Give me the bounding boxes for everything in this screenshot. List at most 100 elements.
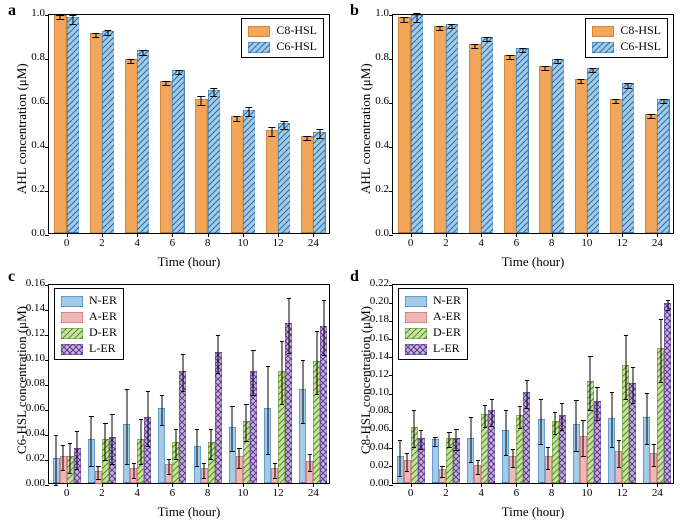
legend-item: L-ER [405, 340, 461, 356]
x-axis-title: Time (hour) [48, 504, 330, 520]
bar [434, 26, 446, 233]
ytick-label: 1.0 [375, 7, 393, 19]
xtick-label: 10 [237, 483, 248, 499]
ytick-label: 0.02 [370, 459, 393, 471]
bar [645, 114, 657, 233]
xtick-label: 4 [478, 233, 484, 249]
ytick-label: 0.6 [31, 95, 49, 107]
bar [208, 90, 220, 233]
legend-label: N-ER [89, 292, 117, 308]
legend-label: A-ER [433, 308, 461, 324]
legend-label: A-ER [89, 308, 117, 324]
legend-label: L-ER [433, 340, 460, 356]
xtick-label: 12 [273, 233, 284, 249]
legend-item: C6-HSL [248, 38, 317, 54]
bar [67, 17, 79, 233]
legend-label: C8-HSL [620, 22, 661, 38]
legend-label: D-ER [433, 324, 461, 340]
panel-label-a: a [8, 2, 16, 20]
ytick-label: 0.22 [370, 277, 393, 289]
panel-label-d: d [350, 268, 359, 286]
xtick-label: 4 [134, 483, 140, 499]
bar [575, 79, 587, 233]
xtick-label: 0 [408, 483, 414, 499]
bar [195, 99, 207, 233]
panel-label-c: c [8, 268, 15, 286]
legend-item: D-ER [405, 324, 461, 340]
legend-label: N-ER [433, 292, 461, 308]
legend: N-ERA-ERD-ERL-ER [54, 288, 124, 360]
xtick-label: 8 [205, 483, 211, 499]
bar [313, 132, 325, 233]
bar [587, 68, 599, 233]
bar [552, 59, 564, 233]
legend-label: C6-HSL [276, 38, 317, 54]
bar [664, 303, 671, 483]
y-axis-title: C6-HSL concentration (μM) [14, 306, 30, 454]
bar [278, 123, 290, 233]
legend-item: C8-HSL [592, 22, 661, 38]
x-axis-title: Time (hour) [392, 504, 674, 520]
legend-item: A-ER [405, 308, 461, 324]
x-axis-title: Time (hour) [48, 254, 330, 270]
ytick-label: 0.4 [375, 139, 393, 151]
legend-item: C8-HSL [248, 22, 317, 38]
legend-label: L-ER [89, 340, 116, 356]
xtick-label: 12 [617, 233, 628, 249]
bar [54, 15, 66, 233]
bar [446, 24, 458, 233]
y-axis-title: C8-HSL concentration (μM) [358, 306, 374, 454]
y-axis-title: AHL concentration (μM) [14, 63, 30, 194]
legend-label: C6-HSL [620, 38, 661, 54]
bar [411, 15, 423, 233]
bar [266, 130, 278, 233]
ytick-label: 0.2 [31, 183, 49, 195]
xtick-label: 6 [514, 233, 520, 249]
xtick-label: 2 [99, 233, 105, 249]
legend-item: L-ER [61, 340, 117, 356]
ytick-label: 0.8 [375, 51, 393, 63]
ytick-label: 0.8 [31, 51, 49, 63]
ytick-label: 0.00 [26, 477, 49, 489]
legend-label: C8-HSL [276, 22, 317, 38]
bar [90, 33, 102, 233]
xtick-label: 6 [514, 483, 520, 499]
bar [539, 66, 551, 233]
bar [398, 17, 410, 233]
legend-label: D-ER [89, 324, 117, 340]
xtick-label: 2 [99, 483, 105, 499]
legend: C8-HSLC6-HSL [241, 18, 324, 58]
xtick-label: 0 [64, 233, 70, 249]
y-axis-title: AHL concentration (μM) [358, 63, 374, 194]
xtick-label: 2 [443, 483, 449, 499]
xtick-label: 6 [170, 483, 176, 499]
xtick-label: 6 [170, 233, 176, 249]
ytick-label: 0.00 [370, 477, 393, 489]
xtick-label: 10 [581, 233, 592, 249]
bar [102, 31, 114, 233]
xtick-label: 10 [237, 233, 248, 249]
legend: N-ERA-ERD-ERL-ER [398, 288, 468, 360]
bar [160, 81, 172, 233]
bar [301, 136, 313, 233]
xtick-label: 24 [308, 483, 319, 499]
xtick-label: 24 [652, 233, 663, 249]
xtick-label: 2 [443, 233, 449, 249]
xtick-label: 8 [549, 483, 555, 499]
legend-item: N-ER [61, 292, 117, 308]
xtick-label: 10 [581, 483, 592, 499]
ytick-label: 0.16 [26, 277, 49, 289]
ytick-label: 0.2 [375, 183, 393, 195]
bar [172, 70, 184, 233]
xtick-label: 12 [617, 483, 628, 499]
xtick-label: 4 [134, 233, 140, 249]
bar [243, 110, 255, 233]
xtick-label: 24 [652, 483, 663, 499]
bar [610, 99, 622, 233]
ytick-label: 1.0 [31, 7, 49, 19]
bar [125, 59, 137, 233]
legend-item: A-ER [61, 308, 117, 324]
legend-item: C6-HSL [592, 38, 661, 54]
xtick-label: 0 [408, 233, 414, 249]
ytick-label: 0.0 [31, 227, 49, 239]
